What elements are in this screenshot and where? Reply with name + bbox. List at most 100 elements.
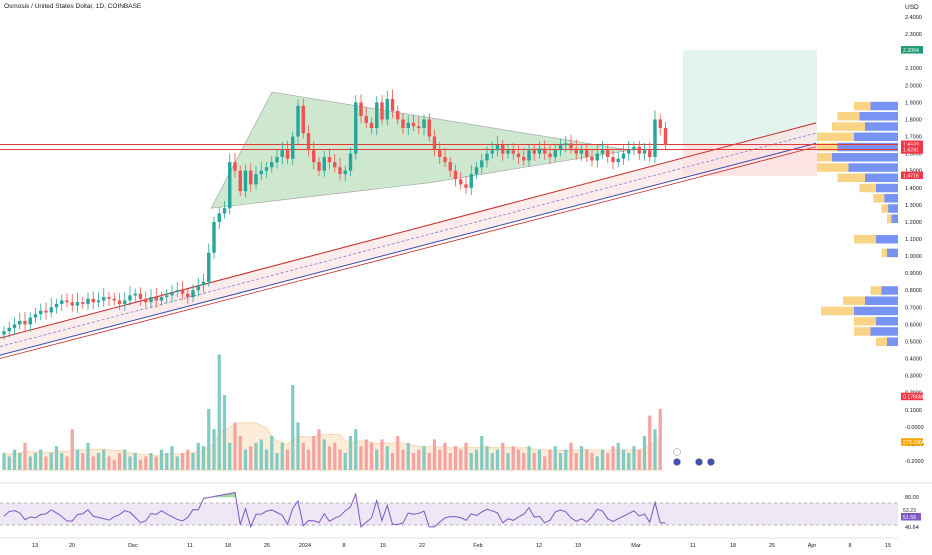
- volume-bar: [81, 453, 85, 470]
- volume-bar: [212, 429, 216, 470]
- volume-bar: [165, 453, 169, 470]
- volume-bar: [390, 453, 395, 470]
- candle-body: [595, 153, 599, 161]
- event-marker-icon[interactable]: [673, 458, 681, 466]
- candle: [516, 145, 521, 165]
- candle-body: [585, 150, 589, 158]
- volume-bar: [217, 354, 221, 470]
- candle: [138, 287, 143, 306]
- volume-bar: [585, 449, 589, 470]
- volume-bar: [222, 395, 227, 470]
- volume-bar: [432, 439, 437, 470]
- candle: [81, 297, 85, 310]
- candle: [469, 164, 473, 195]
- candle-body: [511, 150, 515, 154]
- candle-body: [438, 150, 442, 158]
- candle-body: [532, 150, 536, 154]
- volume-bar: [653, 429, 657, 470]
- price-badge-label: 273.336K: [903, 440, 926, 446]
- candle-body: [485, 153, 489, 161]
- trend-channel: [0, 122, 817, 359]
- vp-up-bar: [888, 204, 898, 213]
- candle-body: [663, 128, 668, 146]
- channel-upper-line[interactable]: [0, 122, 817, 339]
- candle: [443, 147, 447, 168]
- candle-body: [254, 174, 258, 185]
- volume-bar: [527, 446, 531, 470]
- candle: [207, 243, 211, 287]
- event-marker-icon[interactable]: [707, 458, 715, 466]
- candle: [396, 105, 400, 125]
- candle-body: [238, 170, 242, 192]
- volume-bar: [453, 446, 458, 470]
- candle-body: [422, 119, 426, 128]
- vp-up-bar: [859, 112, 898, 121]
- volume-bar: [532, 453, 536, 470]
- volume-bar: [354, 429, 358, 470]
- volume-bar: [516, 449, 521, 470]
- candle-body: [574, 148, 578, 154]
- vp-down-bar: [876, 337, 887, 346]
- candle: [107, 291, 111, 306]
- volume-bar: [611, 446, 615, 470]
- candle: [548, 144, 552, 165]
- volume-bar: [501, 442, 505, 470]
- event-marker-icon[interactable]: [673, 448, 681, 456]
- price-tick-label: 0.6000: [905, 322, 922, 328]
- candle: [642, 143, 647, 161]
- candle-body: [432, 136, 437, 151]
- volume-bar: [333, 442, 337, 470]
- channel-lower-line[interactable]: [0, 142, 817, 356]
- candle-body: [506, 150, 510, 154]
- vp-up-bar: [870, 327, 898, 336]
- vp-down-bar: [859, 183, 876, 193]
- candle-body: [474, 167, 479, 175]
- candle-body: [112, 298, 116, 301]
- candle-body: [28, 317, 32, 325]
- candle: [558, 138, 563, 157]
- candle-body: [275, 157, 279, 163]
- volume-bar: [49, 453, 53, 470]
- volume-bar: [385, 446, 389, 470]
- volume-bar: [7, 456, 11, 470]
- candle: [128, 286, 132, 306]
- volume-bar: [469, 453, 473, 470]
- time-axis[interactable]: 13 20 Dec 11 18 25 2024 8 15 22 Feb 12 19 Mar 11 18 25 Ap…: [32, 543, 891, 549]
- candle-body: [107, 297, 111, 299]
- rsi-badge-label: 51.59: [903, 515, 916, 521]
- candle: [658, 114, 662, 136]
- symbol-title[interactable]: Osmosis / United States Dollar, 1D, COIN…: [4, 3, 142, 10]
- volume-bar: [448, 453, 452, 470]
- candle: [170, 284, 174, 303]
- candle: [238, 165, 242, 197]
- candle-body: [522, 157, 526, 161]
- volume-bar: [159, 449, 164, 470]
- event-marker-icon[interactable]: [695, 458, 703, 466]
- volume-bar: [417, 449, 421, 470]
- candle-body: [81, 302, 85, 304]
- volume-bar: [648, 415, 652, 470]
- candle-body: [653, 119, 657, 158]
- vp-up-bar: [837, 142, 898, 152]
- candle: [543, 140, 547, 160]
- volume-bar: [28, 456, 32, 470]
- event-markers[interactable]: [673, 448, 715, 466]
- volume-bar: [522, 453, 526, 470]
- candle: [280, 142, 284, 165]
- volume-bar: [327, 446, 332, 470]
- volume-bar: [343, 453, 347, 470]
- candle-body: [280, 150, 284, 158]
- volume-bar: [406, 442, 410, 470]
- candle-body: [186, 293, 190, 298]
- price-tick-label: 0.1000: [905, 408, 922, 414]
- volume-bar: [96, 453, 101, 470]
- currency-label[interactable]: USD: [905, 4, 919, 11]
- vp-up-bar: [848, 163, 898, 172]
- volume-bar: [170, 446, 174, 470]
- candle: [632, 141, 636, 156]
- candle-body: [196, 285, 200, 291]
- rsi-band: [0, 503, 898, 525]
